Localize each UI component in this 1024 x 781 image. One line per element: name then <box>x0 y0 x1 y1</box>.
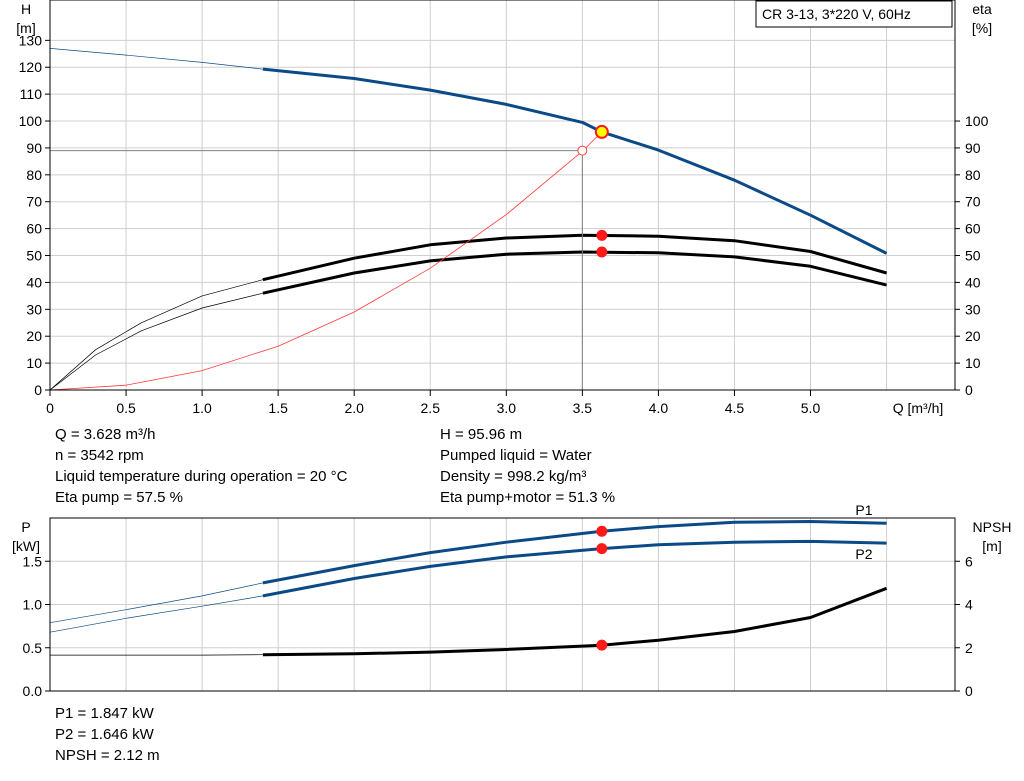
duty-point-marker <box>594 124 609 139</box>
p2-curve <box>262 539 887 598</box>
upper-y2tick-label: 40 <box>965 274 981 290</box>
chart-title: CR 3-13, 3*220 V, 60Hz <box>762 6 911 22</box>
lower-ytick-label: 1.0 <box>23 597 43 613</box>
upper-y2tick-label: 80 <box>965 167 981 183</box>
x-tick-label: 2.5 <box>421 400 441 416</box>
upper-ytick-label: 10 <box>26 355 42 371</box>
p1-series-label: P1 <box>855 502 872 518</box>
p2-curve-thin <box>49 595 263 633</box>
y2-axis-label: eta <box>972 1 992 17</box>
info-temperature: Liquid temperature during operation = 20… <box>55 468 348 485</box>
lower-y2tick-label: 4 <box>965 597 973 613</box>
lower-y2tick-label: 6 <box>965 553 973 569</box>
info-npsh: NPSH = 2.12 m <box>55 747 160 764</box>
upper-ytick-label: 50 <box>26 248 42 264</box>
head-curve-thin <box>49 48 263 70</box>
intersection-marker <box>577 145 588 156</box>
upper-ytick-label: 0 <box>34 382 42 398</box>
lower-ytick-label: 1.5 <box>23 553 43 569</box>
duty-point-marker <box>596 543 608 555</box>
upper-y2tick-label: 100 <box>965 113 989 129</box>
p2-series-label: P2 <box>855 546 872 562</box>
lower-y2tick-label: 2 <box>965 640 973 656</box>
info-density: Density = 998.2 kg/m³ <box>440 468 587 485</box>
power-axis-label: [kW] <box>12 538 40 554</box>
x-tick-label: 0.5 <box>116 400 136 416</box>
lower-info: P1 = 1.847 kW P2 = 1.646 kW NPSH = 2.12 … <box>55 703 160 766</box>
x-tick-label: 1.5 <box>268 400 288 416</box>
x-axis-label: Q [m³/h] <box>893 400 944 416</box>
info-head: H = 95.96 m <box>440 426 523 443</box>
x-tick-label: 2.0 <box>344 400 364 416</box>
npsh-axis-label: [m] <box>982 538 1001 554</box>
x-tick-label: 3.5 <box>573 400 593 416</box>
chart-title-box <box>755 0 953 28</box>
upper-frame <box>49 0 956 391</box>
system_curve-curve-thin <box>49 131 603 391</box>
upper-ytick-label: 60 <box>26 221 42 237</box>
x-tick-label: 0 <box>46 400 54 416</box>
x-tick-label: 1.0 <box>192 400 212 416</box>
info-p1: P1 = 1.847 kW <box>55 705 154 722</box>
upper-y2tick-label: 70 <box>965 194 981 210</box>
lower-y2tick-label: 0 <box>965 683 973 699</box>
upper-y2tick-label: 50 <box>965 248 981 264</box>
upper-ytick-label: 20 <box>26 328 42 344</box>
info-eta-pump-motor: Eta pump+motor = 51.3 % <box>440 489 616 506</box>
upper-info-right: H = 95.96 m Pumped liquid = Water Densit… <box>440 424 615 508</box>
power-axis-label: P <box>21 519 30 535</box>
upper-y2tick-label: 60 <box>965 221 981 237</box>
info-eta-pump: Eta pump = 57.5 % <box>55 489 183 506</box>
upper-ytick-label: 90 <box>26 140 42 156</box>
lower-ytick-label: 0.0 <box>23 683 43 699</box>
duty-point-marker <box>596 525 608 537</box>
x-tick-label: 4.5 <box>725 400 745 416</box>
upper-ytick-label: 40 <box>26 274 42 290</box>
upper-ytick-label: 100 <box>19 113 43 129</box>
upper-ytick-label: 30 <box>26 301 42 317</box>
y2-axis-label: [%] <box>972 20 992 36</box>
duty-point-marker <box>596 639 608 651</box>
npsh-curve <box>262 586 888 657</box>
upper-y2tick-label: 0 <box>965 382 973 398</box>
upper-info-left: Q = 3.628 m³/h n = 3542 rpm Liquid tempe… <box>55 424 347 508</box>
p1-curve-thin <box>49 582 263 624</box>
head-curve <box>262 67 888 255</box>
eta_pump_motor-curve-thin <box>49 292 263 391</box>
upper-ytick-label: 110 <box>20 86 43 102</box>
x-tick-label: 4.0 <box>649 400 669 416</box>
x-tick-label: 5.0 <box>801 400 821 416</box>
lower-ytick-label: 0.5 <box>23 640 43 656</box>
upper-y2tick-label: 30 <box>965 301 981 317</box>
duty-point-marker <box>596 229 608 241</box>
lower-frame <box>49 517 956 692</box>
info-flow: Q = 3.628 m³/h <box>55 426 156 443</box>
npsh-axis-label: NPSH <box>973 519 1012 535</box>
info-liquid: Pumped liquid = Water <box>440 447 592 464</box>
info-speed: n = 3542 rpm <box>55 447 144 464</box>
eta_pump-curve-thin <box>49 279 263 391</box>
y-axis-label: [m] <box>16 20 35 36</box>
upper-ytick-label: 130 <box>19 32 43 48</box>
upper-ytick-label: 80 <box>26 167 42 183</box>
info-p2: P2 = 1.646 kW <box>55 726 154 743</box>
upper-y2tick-label: 90 <box>965 140 981 156</box>
upper-y2tick-label: 20 <box>965 328 981 344</box>
upper-y2tick-label: 10 <box>965 355 981 371</box>
x-tick-label: 3.0 <box>497 400 517 416</box>
upper-ytick-label: 70 <box>26 194 42 210</box>
y-axis-label: H <box>21 1 31 17</box>
upper-ytick-label: 120 <box>19 59 43 75</box>
duty-point-marker <box>596 246 608 258</box>
